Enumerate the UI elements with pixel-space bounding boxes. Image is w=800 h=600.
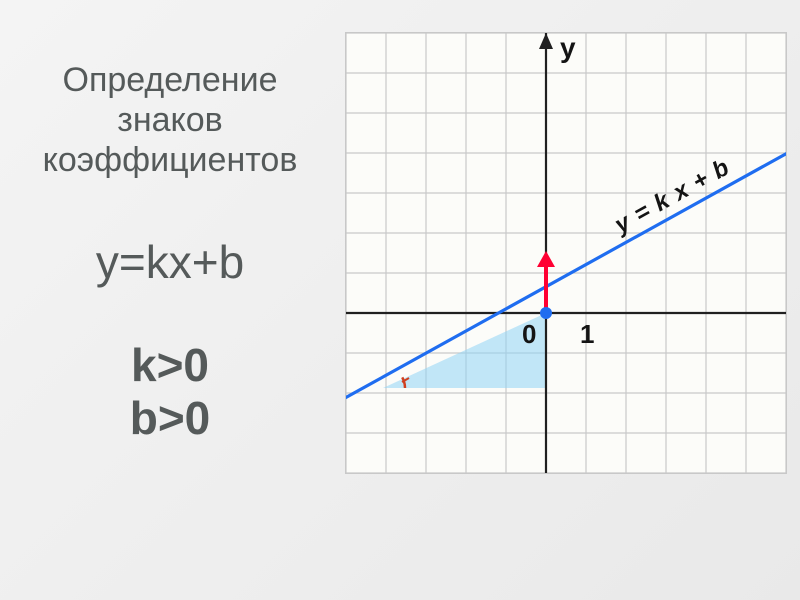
title-line-1: Определение (0, 60, 340, 100)
svg-text:1: 1 (580, 319, 594, 349)
condition-b: b>0 (0, 392, 340, 445)
svg-text:y: y (560, 33, 576, 63)
title-line-2: знаков (0, 100, 340, 140)
conditions-block: k>0 b>0 (0, 339, 340, 445)
slide: Определение знаков коэффициентов y=kx+b … (0, 0, 800, 600)
svg-text:0: 0 (522, 319, 536, 349)
equation-text: y=kx+b (0, 235, 340, 289)
condition-k: k>0 (0, 339, 340, 392)
left-text-block: Определение знаков коэффициентов y=kx+b … (0, 60, 340, 445)
linear-function-chart: y01y = k x + b (345, 32, 787, 474)
chart-svg: y01y = k x + b (346, 33, 786, 473)
title-line-3: коэффициентов (0, 140, 340, 180)
